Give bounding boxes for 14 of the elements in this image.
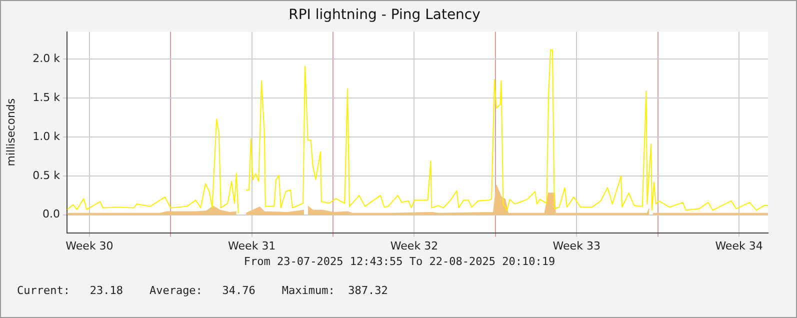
text: From 23-07-2025 12:43:55 To 22-08-2025 20:10:19 <box>242 255 556 268</box>
y-axis-title: milliseconds <box>4 98 18 166</box>
x-tick-label: Week 30 <box>66 239 114 252</box>
x-tick-label: Week 33 <box>552 239 600 252</box>
chart-title: RPI lightning - Ping Latency <box>288 7 480 24</box>
text: Current: 23.18 Average: 34.76 Maximum: 387.32 <box>16 284 389 297</box>
x-tick-label: Week 31 <box>228 239 276 252</box>
y-tick-label: 1.0 k <box>32 130 61 143</box>
y-tick-label: 0.0 <box>42 208 60 221</box>
y-tick-label: 0.5 k <box>32 168 61 182</box>
x-tick-label: Week 32 <box>390 239 438 252</box>
y-tick-label: 1.5 k <box>32 90 61 104</box>
y-tick-label: 2.0 k <box>32 52 61 65</box>
x-tick-label: Week 34 <box>715 239 763 252</box>
